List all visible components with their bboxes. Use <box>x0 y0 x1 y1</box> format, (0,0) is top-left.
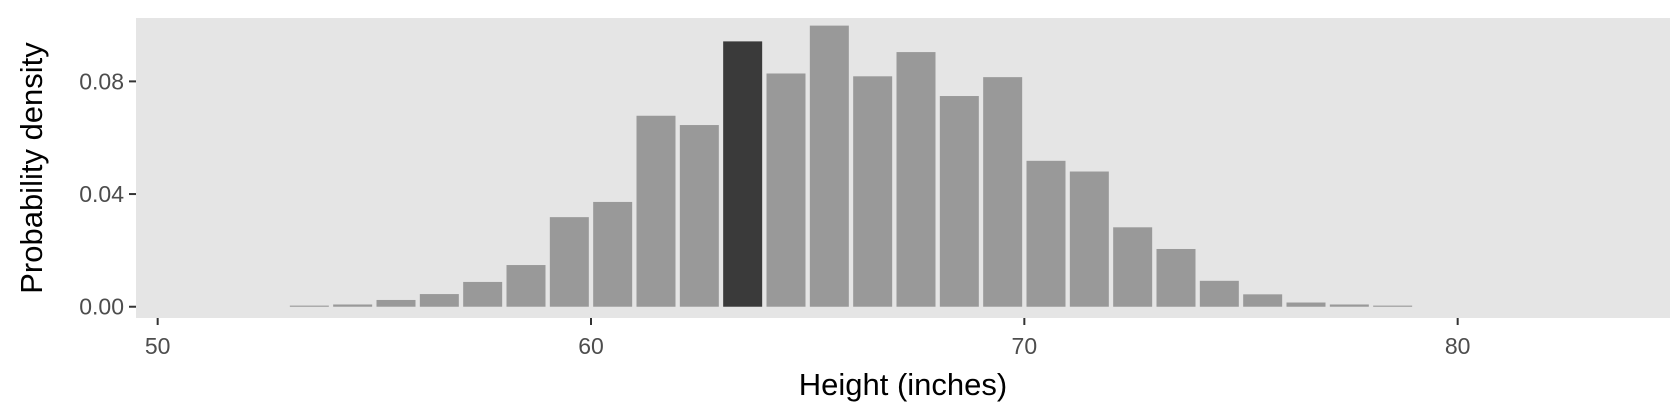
bar <box>1243 294 1283 307</box>
bar <box>853 76 893 307</box>
bars-group <box>289 25 1413 307</box>
bar <box>896 52 936 307</box>
bar <box>333 304 373 307</box>
y-axis: 0.00 0.04 0.08 <box>79 68 136 320</box>
bar <box>593 201 633 307</box>
bar <box>939 96 979 307</box>
x-tick-label: 50 <box>145 333 171 359</box>
bar <box>463 281 503 307</box>
bar <box>1026 160 1066 307</box>
bar <box>766 73 806 307</box>
bar <box>506 265 546 307</box>
y-axis-title: Probability density <box>14 42 49 294</box>
bar <box>1069 171 1109 307</box>
bar <box>1373 305 1413 307</box>
bar <box>1329 304 1369 307</box>
y-tick-label: 0.08 <box>79 68 124 94</box>
x-tick-label: 60 <box>578 333 604 359</box>
bar <box>1156 248 1196 307</box>
bar <box>679 125 719 307</box>
x-axis-title: Height (inches) <box>799 367 1007 402</box>
bar <box>1286 302 1326 307</box>
bar <box>289 305 329 307</box>
x-tick-label: 80 <box>1445 333 1471 359</box>
bar <box>809 25 849 307</box>
bar <box>419 294 459 307</box>
x-axis: 50 60 70 80 <box>145 318 1471 359</box>
bar <box>636 115 676 307</box>
bar-highlighted <box>723 41 763 307</box>
bar <box>376 299 416 307</box>
x-tick-label: 70 <box>1012 333 1038 359</box>
bar <box>1199 280 1239 307</box>
bar <box>1113 227 1153 307</box>
bar <box>549 217 589 307</box>
y-tick-label: 0.04 <box>79 181 124 207</box>
bar <box>983 77 1023 307</box>
y-tick-label: 0.00 <box>79 294 124 320</box>
